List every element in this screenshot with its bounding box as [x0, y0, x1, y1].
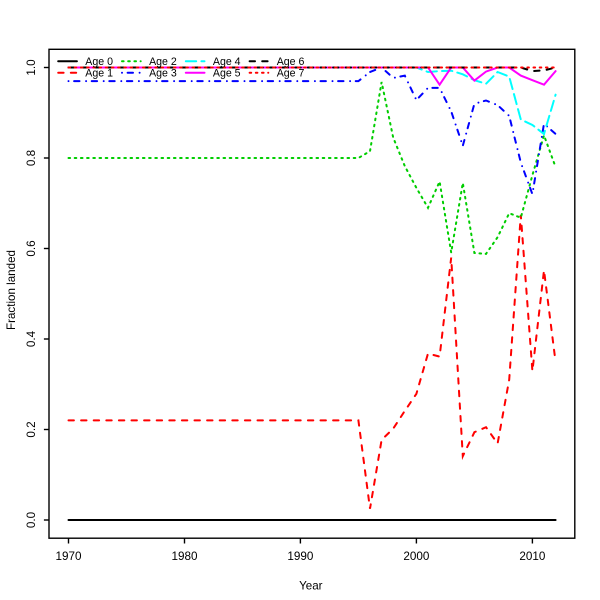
svg-text:0.4: 0.4	[25, 330, 38, 347]
svg-text:0.8: 0.8	[25, 150, 38, 166]
svg-text:0.6: 0.6	[25, 240, 38, 256]
svg-text:1.0: 1.0	[25, 59, 38, 76]
svg-text:2010: 2010	[519, 550, 546, 563]
svg-text:1980: 1980	[171, 550, 198, 563]
svg-text:Age 3: Age 3	[149, 67, 177, 79]
svg-text:Year: Year	[299, 580, 323, 593]
svg-text:1970: 1970	[55, 550, 82, 563]
svg-text:Age 2: Age 2	[149, 56, 177, 68]
svg-text:0.2: 0.2	[25, 421, 38, 437]
svg-text:1990: 1990	[287, 550, 314, 563]
svg-text:Age 1: Age 1	[85, 67, 113, 79]
svg-text:Age 6: Age 6	[277, 56, 305, 68]
svg-text:Age 4: Age 4	[213, 56, 241, 68]
svg-text:2000: 2000	[403, 550, 430, 563]
svg-text:Age 7: Age 7	[277, 67, 305, 79]
svg-text:0.0: 0.0	[25, 511, 38, 528]
svg-text:Fraction landed: Fraction landed	[5, 250, 18, 330]
svg-text:Age 5: Age 5	[213, 67, 241, 79]
svg-text:Age 0: Age 0	[85, 56, 113, 68]
